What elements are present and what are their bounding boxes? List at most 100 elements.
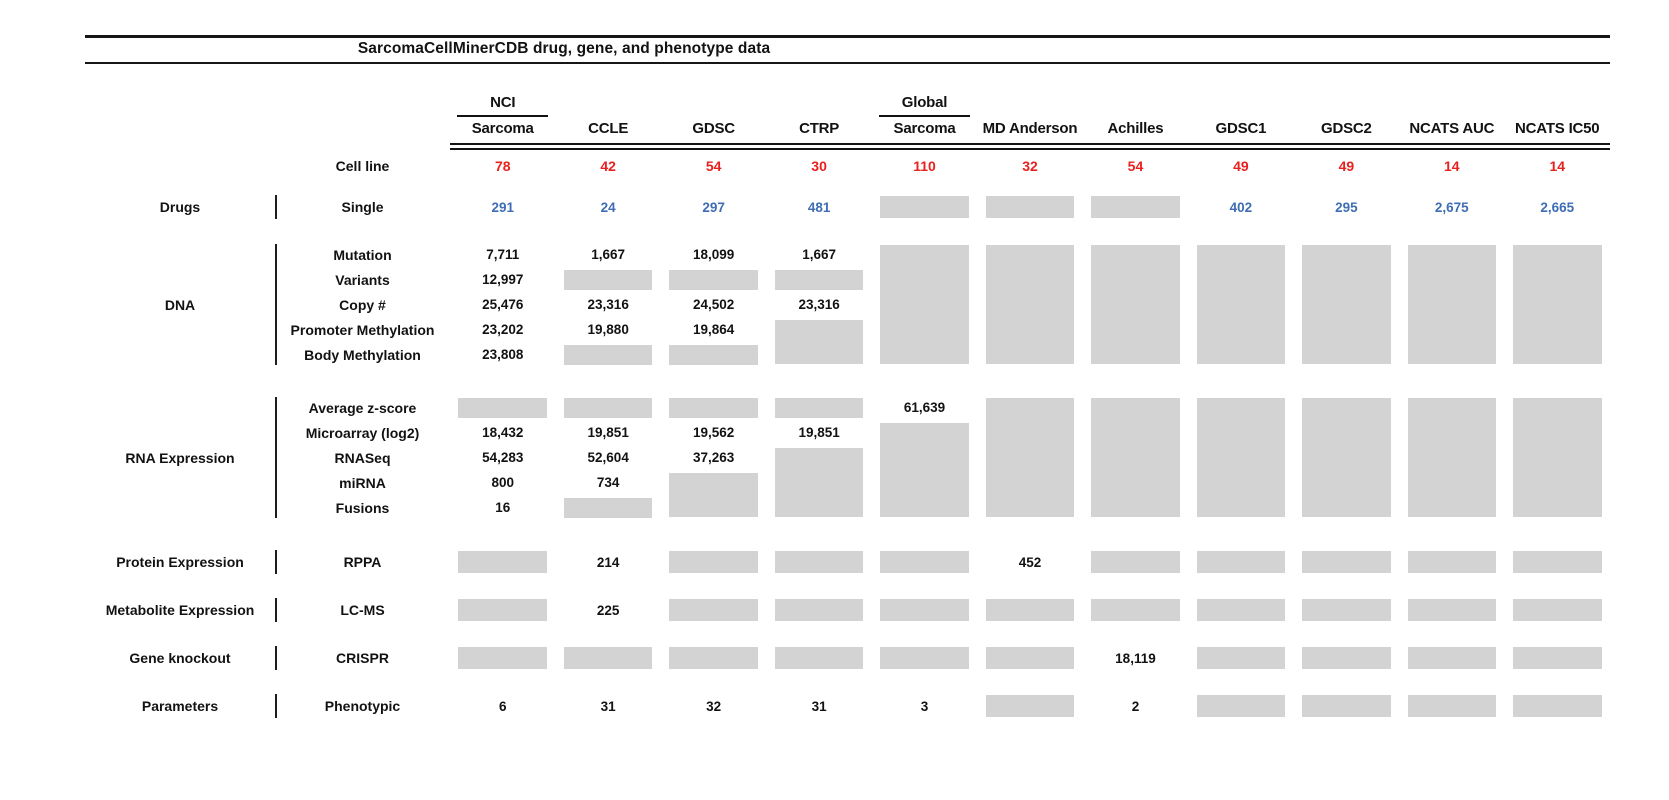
- column-header-label: Sarcoma: [893, 120, 956, 137]
- gray-placeholder: [1407, 420, 1497, 445]
- data-cell: 23,202: [450, 317, 555, 342]
- data-cell: 2: [1083, 692, 1188, 720]
- category-label: Gene knockout: [129, 650, 231, 666]
- table-row: Phenotypic 6 31 32 31 3 2: [85, 692, 1610, 720]
- gray-placeholder: [1196, 599, 1286, 621]
- gray-placeholder: [774, 551, 864, 573]
- gray-placeholder: [880, 292, 969, 317]
- gray-placeholder: [1512, 420, 1602, 445]
- gray-placeholder: [1512, 599, 1602, 621]
- data-cell: [977, 317, 1082, 342]
- data-cell: 110: [872, 150, 977, 181]
- gray-placeholder: [880, 267, 969, 292]
- gray-placeholder: [1407, 445, 1497, 470]
- data-cell: [1505, 292, 1610, 317]
- gray-placeholder: [1512, 245, 1602, 267]
- section-rna-expression: RNA Expression Average z-score 61,639 Micro…: [85, 395, 1610, 520]
- category-label: Protein Expression: [116, 554, 244, 570]
- data-cell: [1505, 342, 1610, 367]
- data-cell: [872, 644, 977, 672]
- data-cell: [661, 267, 766, 292]
- data-cell: [1399, 342, 1504, 367]
- gray-placeholder: [774, 470, 864, 495]
- data-cell: 23,316: [766, 292, 871, 317]
- title-bottom-rule: [85, 62, 1610, 64]
- gray-placeholder: [1196, 470, 1286, 495]
- data-cell: 2,665: [1505, 193, 1610, 221]
- gray-placeholder: [1512, 551, 1602, 573]
- data-cell: [1399, 420, 1504, 445]
- gray-placeholder: [1407, 599, 1497, 621]
- data-cell: [1505, 495, 1610, 520]
- data-cell: [1188, 267, 1293, 292]
- gray-placeholder: [1091, 196, 1180, 218]
- data-cell: [1505, 548, 1610, 576]
- data-cell: [1188, 692, 1293, 720]
- gray-placeholder: [669, 647, 758, 669]
- gray-placeholder: [1196, 342, 1286, 364]
- data-cell: [1083, 342, 1188, 367]
- data-cell: [1399, 644, 1504, 672]
- gray-placeholder: [880, 470, 969, 495]
- data-value: 12,997: [482, 272, 524, 287]
- data-cell: [1294, 342, 1399, 367]
- gray-placeholder: [985, 342, 1075, 364]
- column-header: NCATS IC50: [1505, 117, 1610, 140]
- row-label: Promoter Methylation: [290, 321, 435, 338]
- data-value: 49: [1233, 157, 1249, 174]
- data-cell: [977, 596, 1082, 624]
- section-dna: DNA Mutation 7,711 1,667 18,099 1,667 Variants…: [85, 242, 1610, 367]
- data-cell: [977, 445, 1082, 470]
- data-cell: [1294, 692, 1399, 720]
- data-cell: [1188, 420, 1293, 445]
- data-value: 23,202: [482, 322, 524, 337]
- data-cell: [661, 342, 766, 367]
- data-value: 19,851: [587, 425, 629, 440]
- data-cell: 6: [450, 692, 555, 720]
- data-cell: 19,562: [661, 420, 766, 445]
- row-label: Average z-score: [308, 399, 417, 416]
- gray-placeholder: [1407, 495, 1497, 517]
- gray-placeholder: [1302, 420, 1391, 445]
- data-cell: 19,851: [555, 420, 660, 445]
- data-cell: 2,675: [1399, 193, 1504, 221]
- column-header-label: GDSC: [692, 120, 735, 137]
- data-cell: [1505, 596, 1610, 624]
- row-label: RPPA: [343, 554, 382, 570]
- data-cell: [977, 242, 1082, 267]
- data-value: 52,604: [587, 450, 629, 465]
- data-cell: 54: [661, 150, 766, 181]
- data-cell: 3: [872, 692, 977, 720]
- data-cell: [766, 548, 871, 576]
- gray-placeholder: [1196, 398, 1286, 420]
- data-cell: 7,711: [450, 242, 555, 267]
- gray-placeholder: [985, 647, 1075, 669]
- data-cell: [1083, 193, 1188, 221]
- gray-placeholder: [1512, 292, 1602, 317]
- data-value: 31: [811, 698, 827, 714]
- data-value: 2: [1131, 698, 1140, 714]
- gray-placeholder: [1512, 445, 1602, 470]
- data-cell: [872, 420, 977, 445]
- gray-placeholder: [880, 495, 969, 517]
- data-cell: [872, 470, 977, 495]
- data-value: 24,502: [692, 297, 735, 312]
- gray-placeholder: [1407, 398, 1497, 420]
- gray-placeholder: [985, 470, 1075, 495]
- data-cell: [1083, 420, 1188, 445]
- data-value: 18,099: [692, 247, 735, 262]
- gray-placeholder: [1091, 551, 1180, 573]
- data-cell: [1505, 420, 1610, 445]
- data-cell: [555, 267, 660, 292]
- data-cell: [766, 495, 871, 520]
- gray-placeholder: [1407, 245, 1497, 267]
- table-row: Promoter Methylation 23,202 19,880 19,864: [85, 317, 1610, 342]
- data-value: 1,667: [591, 247, 626, 262]
- gray-placeholder: [1091, 420, 1180, 445]
- data-cell: [1188, 644, 1293, 672]
- gray-placeholder: [880, 551, 969, 573]
- row-label: Copy #: [339, 296, 386, 313]
- column-header-top-label: NCI: [457, 91, 549, 117]
- row-label: RNASeq: [334, 449, 391, 466]
- data-value: 110: [913, 157, 936, 174]
